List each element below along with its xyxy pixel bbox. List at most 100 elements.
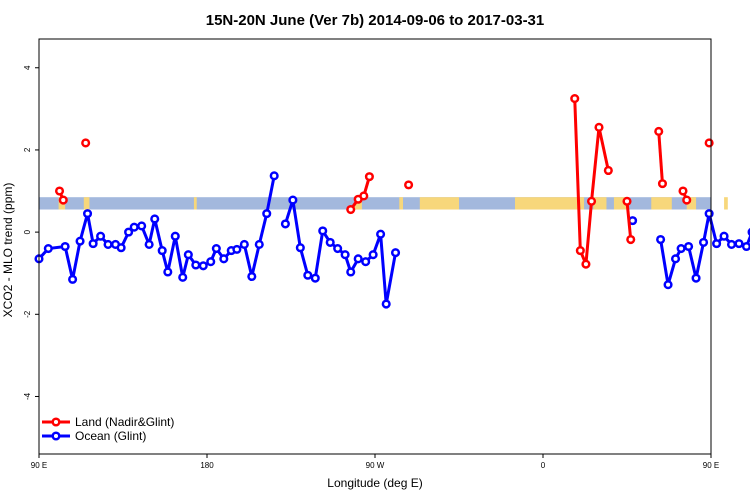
data-point: [741, 241, 750, 252]
data-point: [254, 239, 264, 249]
data-point: [96, 231, 106, 241]
data-point: [211, 244, 221, 254]
data-point: [262, 209, 272, 219]
data-point: [206, 257, 216, 267]
data-point: [191, 260, 201, 270]
data-point: [58, 195, 68, 205]
land-mask-segment: [399, 197, 403, 210]
data-point: [75, 236, 85, 246]
data-point: [129, 222, 139, 232]
data-point: [310, 273, 320, 283]
data-point: [663, 280, 673, 290]
data-point: [178, 272, 188, 282]
data-point: [376, 229, 386, 239]
legend-label: Ocean (Glint): [75, 429, 146, 443]
data-point: [318, 226, 328, 236]
data-point: [81, 138, 91, 148]
series-line: [573, 98, 610, 266]
data-point: [288, 195, 298, 205]
legend-marker: [51, 431, 61, 441]
data-point: [359, 191, 369, 201]
data-point: [346, 267, 356, 277]
series-line: [659, 239, 683, 287]
data-point: [654, 126, 664, 137]
data-point: [144, 239, 154, 249]
data-point: [570, 94, 580, 104]
data-point: [198, 261, 208, 271]
y-tick-label: -4: [23, 392, 32, 400]
data-point: [734, 239, 744, 249]
data-point: [68, 274, 78, 284]
data-point: [656, 234, 666, 245]
data-point: [676, 244, 686, 254]
x-tick-label: 180: [200, 461, 214, 470]
data-point: [103, 239, 113, 249]
data-point: [657, 179, 668, 189]
x-tick-label: 0: [541, 461, 546, 470]
data-point: [719, 231, 729, 241]
data-point: [303, 270, 313, 280]
x-axis-label: Longitude (deg E): [327, 476, 422, 490]
data-point: [682, 195, 692, 205]
legend-label: Land (Nadir&Glint): [75, 415, 174, 429]
data-point: [622, 196, 632, 206]
data-point: [157, 246, 167, 256]
data-point: [670, 254, 681, 264]
land-mask-segment: [193, 197, 197, 210]
data-point: [325, 237, 335, 247]
data-point: [678, 186, 688, 196]
data-point: [353, 254, 363, 264]
data-point: [581, 259, 591, 269]
data-point: [364, 172, 374, 182]
y-tick-label: -2: [23, 310, 32, 318]
data-point: [691, 273, 701, 283]
data-point: [247, 271, 257, 282]
y-tick-label: 2: [23, 147, 32, 152]
data-point: [390, 248, 401, 258]
data-point: [137, 221, 147, 231]
y-tick-label: 4: [23, 65, 32, 70]
legend-marker: [51, 417, 61, 427]
land-mask-segment: [724, 197, 728, 210]
series-line: [37, 175, 276, 281]
land-mask-segment: [515, 197, 585, 210]
data-point: [232, 244, 242, 254]
data-point: [594, 122, 604, 132]
data-point: [280, 219, 290, 229]
data-point: [219, 254, 229, 264]
data-point: [575, 246, 585, 256]
data-point: [163, 267, 173, 277]
data-point: [381, 299, 391, 309]
series-ocean: [34, 171, 750, 309]
data-point: [150, 214, 160, 224]
data-point: [346, 204, 356, 215]
data-point: [333, 244, 343, 254]
series-line: [625, 201, 633, 240]
land-mask-segment: [686, 197, 697, 210]
data-point: [295, 243, 305, 253]
land-mask-segment: [83, 197, 90, 210]
data-point: [43, 244, 53, 254]
series-line: [657, 131, 664, 184]
data-point: [60, 241, 70, 252]
x-tick-label: 90 W: [366, 461, 385, 470]
data-point: [183, 250, 193, 260]
land-mask-segment: [651, 197, 672, 210]
data-point: [586, 196, 597, 206]
data-point: [626, 234, 636, 245]
data-point: [698, 237, 709, 247]
y-tick-label: 0: [23, 229, 32, 234]
x-tick-label: 90 E: [31, 461, 47, 470]
data-point: [88, 239, 98, 249]
data-point: [340, 250, 350, 260]
data-point: [124, 227, 134, 237]
series-line: [283, 198, 398, 306]
data-point: [603, 165, 613, 176]
data-point: [269, 171, 279, 181]
data-point: [170, 231, 180, 241]
data-point: [116, 243, 126, 253]
data-point: [684, 241, 694, 252]
chart-title: 15N-20N June (Ver 7b) 2014-09-06 to 2017…: [206, 12, 545, 29]
series-land: [54, 94, 714, 269]
